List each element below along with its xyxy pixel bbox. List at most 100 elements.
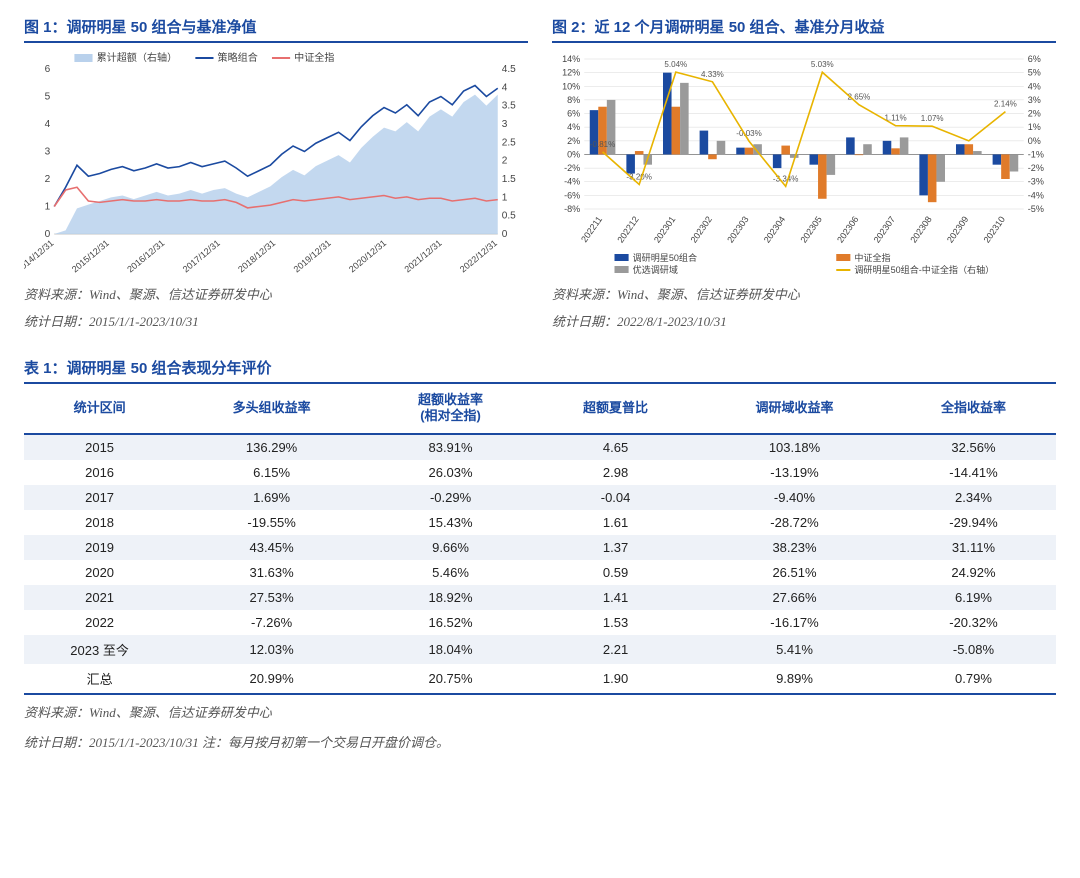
table-cell: 1.61	[533, 510, 698, 535]
svg-text:202301: 202301	[652, 214, 678, 244]
table-header-cell: 统计区间	[24, 384, 175, 435]
svg-text:5: 5	[45, 92, 51, 103]
table-cell: 0.79%	[891, 664, 1056, 694]
svg-text:10%: 10%	[562, 81, 580, 91]
table-cell: 26.51%	[698, 560, 891, 585]
svg-text:202212: 202212	[615, 214, 641, 244]
table-header-cell: 调研域收益率	[698, 384, 891, 435]
svg-text:202306: 202306	[835, 214, 861, 244]
svg-text:3%: 3%	[1028, 95, 1041, 105]
table-cell: 汇总	[24, 664, 175, 694]
svg-text:2017/12/31: 2017/12/31	[181, 238, 222, 275]
table-cell: 2.21	[533, 635, 698, 664]
table-cell: 20.99%	[175, 664, 368, 694]
svg-text:6: 6	[45, 64, 51, 75]
svg-text:8%: 8%	[567, 95, 580, 105]
table-cell: 43.45%	[175, 535, 368, 560]
svg-text:4: 4	[45, 119, 51, 130]
table-cell: 2019	[24, 535, 175, 560]
performance-table: 统计区间多头组收益率超额收益率(相对全指)超额夏普比调研域收益率全指收益率 20…	[24, 384, 1056, 696]
table-cell: 12.03%	[175, 635, 368, 664]
svg-text:-0.81%: -0.81%	[590, 140, 616, 149]
svg-text:-1%: -1%	[1028, 149, 1044, 159]
table-cell: 1.90	[533, 664, 698, 694]
table-cell: 2018	[24, 510, 175, 535]
svg-text:优选调研域: 优选调研域	[633, 264, 678, 275]
table-cell: 31.63%	[175, 560, 368, 585]
svg-text:202302: 202302	[689, 214, 715, 244]
table-row: 20171.69%-0.29%-0.04-9.40%2.34%	[24, 485, 1056, 510]
svg-text:中证全指: 中证全指	[854, 252, 890, 263]
svg-text:中证全指: 中证全指	[294, 51, 334, 64]
table-cell: 83.91%	[368, 434, 533, 460]
svg-text:4.33%: 4.33%	[701, 70, 724, 79]
table-cell: 16.52%	[368, 610, 533, 635]
table-cell: -0.29%	[368, 485, 533, 510]
table-cell: 2015	[24, 434, 175, 460]
svg-text:5%: 5%	[1028, 68, 1041, 78]
table-row: 20166.15%26.03%2.98-13.19%-14.41%	[24, 460, 1056, 485]
svg-text:-0.03%: -0.03%	[736, 129, 762, 138]
table-row: 2015136.29%83.91%4.65103.18%32.56%	[24, 434, 1056, 460]
svg-text:2020/12/31: 2020/12/31	[347, 238, 388, 275]
svg-text:-5%: -5%	[1028, 204, 1044, 214]
table-cell: 27.53%	[175, 585, 368, 610]
figure-1: 图 1：调研明星 50 组合与基准净值 012345600.511.522.53…	[24, 16, 528, 333]
table-1-source: 资料来源：Wind、聚源、信达证券研发中心	[24, 701, 1056, 724]
table-cell: 2020	[24, 560, 175, 585]
table-cell: 32.56%	[891, 434, 1056, 460]
figure-1-period: 统计日期：2015/1/1-2023/10/31	[24, 312, 528, 333]
svg-text:-3%: -3%	[1028, 177, 1044, 187]
table-cell: -14.41%	[891, 460, 1056, 485]
svg-text:4: 4	[502, 82, 508, 93]
svg-text:2015/12/31: 2015/12/31	[70, 238, 111, 275]
table-cell: -13.19%	[698, 460, 891, 485]
svg-text:1%: 1%	[1028, 122, 1041, 132]
table-cell: 27.66%	[698, 585, 891, 610]
table-row: 201943.45%9.66%1.3738.23%31.11%	[24, 535, 1056, 560]
table-cell: 2021	[24, 585, 175, 610]
svg-text:调研明星50组合-中证全指（右轴）: 调研明星50组合-中证全指（右轴）	[854, 264, 994, 275]
table-cell: -16.17%	[698, 610, 891, 635]
table-row: 2018-19.55%15.43%1.61-28.72%-29.94%	[24, 510, 1056, 535]
svg-text:6%: 6%	[567, 109, 580, 119]
table-cell: 2017	[24, 485, 175, 510]
svg-text:202305: 202305	[798, 214, 824, 244]
svg-text:-8%: -8%	[564, 204, 580, 214]
table-row: 202127.53%18.92%1.4127.66%6.19%	[24, 585, 1056, 610]
svg-text:2: 2	[502, 156, 508, 167]
svg-text:2014/12/31: 2014/12/31	[24, 238, 56, 275]
svg-text:12%: 12%	[562, 68, 580, 78]
svg-text:3: 3	[502, 119, 508, 130]
svg-text:5.03%: 5.03%	[811, 60, 834, 69]
table-row: 2023 至今12.03%18.04%2.215.41%-5.08%	[24, 635, 1056, 664]
svg-text:2021/12/31: 2021/12/31	[402, 238, 443, 275]
table-cell: 103.18%	[698, 434, 891, 460]
table-cell: 1.41	[533, 585, 698, 610]
table-cell: 20.75%	[368, 664, 533, 694]
svg-text:2.5: 2.5	[502, 137, 516, 148]
table-cell: 9.66%	[368, 535, 533, 560]
table-cell: 2016	[24, 460, 175, 485]
svg-text:4%: 4%	[567, 122, 580, 132]
table-cell: 136.29%	[175, 434, 368, 460]
table-header-cell: 全指收益率	[891, 384, 1056, 435]
table-cell: -19.55%	[175, 510, 368, 535]
svg-text:2018/12/31: 2018/12/31	[236, 238, 277, 275]
svg-text:0%: 0%	[1028, 136, 1041, 146]
svg-text:2%: 2%	[567, 136, 580, 146]
table-cell: -20.32%	[891, 610, 1056, 635]
figure-2-period: 统计日期：2022/8/1-2023/10/31	[552, 312, 1056, 333]
svg-text:2016/12/31: 2016/12/31	[125, 238, 166, 275]
table-header-cell: 多头组收益率	[175, 384, 368, 435]
svg-text:策略组合: 策略组合	[218, 51, 258, 64]
svg-text:3: 3	[45, 147, 51, 158]
table-cell: 1.69%	[175, 485, 368, 510]
table-1-title: 表 1：调研明星 50 组合表现分年评价	[24, 357, 1056, 384]
svg-text:0.5: 0.5	[502, 211, 516, 222]
svg-text:-2%: -2%	[564, 163, 580, 173]
svg-text:1: 1	[45, 202, 51, 213]
table-cell: 1.53	[533, 610, 698, 635]
table-cell: 5.46%	[368, 560, 533, 585]
svg-text:6%: 6%	[1028, 54, 1041, 64]
